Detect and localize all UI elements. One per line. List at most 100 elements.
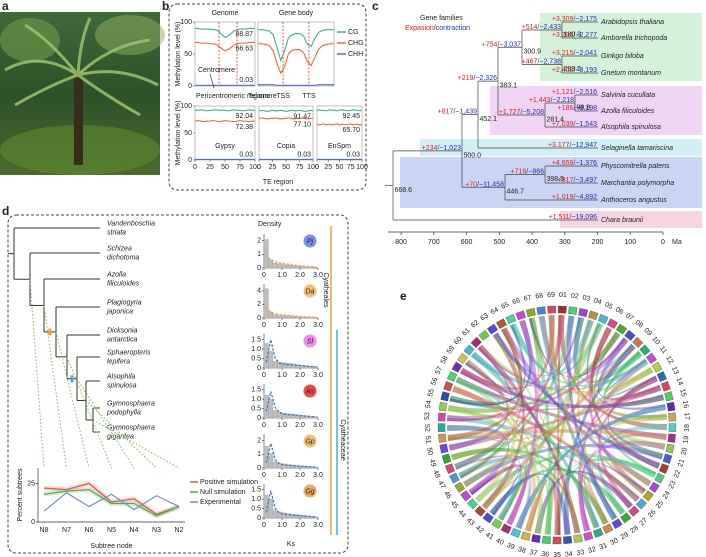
chromosome-segment — [639, 344, 651, 356]
expansion: +3,215 — [552, 50, 574, 57]
value-label: 92.04 — [235, 113, 253, 120]
chromosome-segment — [536, 306, 546, 315]
axis-label: Ma — [672, 239, 682, 246]
histogram-bar — [272, 510, 278, 519]
chromosome-segment — [611, 518, 623, 529]
value-label: 88.87 — [235, 31, 253, 38]
chromosome-label: 13 — [670, 366, 680, 376]
x-tick-label: 0 — [262, 322, 266, 329]
legend-label: Null simulation — [200, 489, 246, 496]
branch-label: +234/−1,023 — [422, 145, 461, 152]
density-fit — [265, 254, 316, 268]
synteny-ribbon — [538, 315, 618, 521]
chromosome-segment — [440, 391, 450, 402]
chromosome-segment — [491, 518, 503, 529]
chromosome-segment — [568, 306, 578, 315]
expansion: +917 — [558, 177, 574, 184]
chromosome-segment — [615, 323, 628, 335]
chromosome-label: 23 — [668, 480, 678, 490]
contraction: /−12,947 — [570, 142, 598, 149]
species-epithet: lepifera — [107, 358, 130, 365]
methylation-line — [195, 109, 255, 112]
chromosome-label: 44 — [457, 509, 468, 520]
chart-title: Gene families — [420, 15, 463, 22]
value-label: 0.03 — [239, 77, 253, 84]
species-abbr: Sl — [307, 338, 314, 345]
y-tick-label: 25 — [27, 480, 35, 487]
synteny-ribbon — [451, 414, 667, 461]
chromosome-segment — [664, 391, 674, 402]
branch-label: +514/−2,433 — [522, 24, 561, 31]
annotation: TTS — [302, 93, 316, 100]
chromosome-label: 52 — [423, 424, 430, 432]
chromosome-segment — [620, 512, 632, 524]
chromosome-segment — [668, 412, 677, 422]
panel-label: b — [162, 0, 169, 13]
x-tick-label: 25 — [269, 164, 277, 171]
x-tick-label: 3.0 — [313, 372, 323, 379]
annotation: Telomere — [248, 93, 277, 100]
chromosome-label: 19 — [683, 435, 691, 444]
chromosome-segment — [437, 412, 446, 422]
histogram-bar — [290, 265, 296, 269]
chromosome-segment — [467, 498, 479, 510]
chromosome-segment — [547, 305, 556, 314]
expansion: +70 — [465, 181, 477, 188]
annotation: Centromere — [198, 67, 235, 74]
histogram-bar — [313, 317, 319, 319]
density-fit — [265, 306, 316, 318]
x-tick-label: 0 — [257, 164, 261, 171]
chromosome-label: 03 — [582, 294, 591, 303]
x-tick-label: 300 — [559, 239, 571, 246]
chromosome-label: 49 — [428, 458, 437, 468]
y-tick-label: 1 — [257, 251, 261, 258]
species-name: Ginkgo biloba — [601, 53, 644, 60]
histogram-bar — [286, 315, 292, 319]
x-tick-label: N3 — [152, 527, 161, 534]
axis-label: TE region — [263, 179, 293, 186]
y-tick-label: 1.0 — [251, 346, 261, 353]
legend-label: CHG — [348, 40, 364, 47]
y-tick-label: 0.5 — [251, 405, 261, 412]
methylation-line — [258, 117, 313, 120]
chromosome-label: 26 — [647, 509, 658, 520]
synteny-ribbon — [578, 441, 666, 532]
species-name: Azolla filiculoides — [600, 108, 655, 115]
chromosome-segment — [662, 453, 673, 464]
synteny-ribbon — [528, 315, 555, 371]
contraction: /−8,198 — [573, 105, 597, 112]
histogram-bar — [263, 343, 269, 369]
chromosome-label: 09 — [642, 327, 653, 338]
contraction: /−11,458 — [477, 181, 504, 188]
chromosome-label: 08 — [634, 319, 645, 329]
y-tick-label: 2 — [257, 301, 261, 308]
chromosome-segment — [510, 527, 521, 538]
branch-label: +1,727/−5,208 — [499, 109, 544, 116]
x-tick-label: 3.0 — [313, 272, 323, 279]
species-name: Anthoceros angustus — [600, 197, 667, 204]
chromosome-label: 39 — [506, 542, 516, 551]
chromosome-label: 65 — [500, 301, 510, 311]
branch-label: +3,309/−2,175 — [552, 16, 597, 23]
chromosome-label: 60 — [453, 336, 463, 347]
node-link — [76, 378, 135, 469]
histogram-bar — [277, 315, 283, 319]
axis-label: Subtree node — [90, 543, 132, 550]
species-genus: Gymnosphaera — [107, 400, 155, 407]
chromosome-segment — [558, 305, 567, 314]
clade-label: Cyatheaceae — [339, 419, 346, 460]
x-tick-label: 75 — [347, 164, 355, 171]
chromosome-label: 16 — [681, 400, 689, 409]
species-badge — [303, 384, 317, 398]
contraction: /−2,516 — [573, 89, 597, 96]
species-abbr: Pj — [307, 238, 314, 245]
chromosome-segment — [482, 512, 494, 524]
branch-label: +716/−866 — [511, 168, 545, 175]
chromosome-segment — [597, 314, 609, 325]
node-age: 293.5 — [564, 66, 582, 73]
legend-label: CG — [348, 29, 359, 36]
node-age: 446.7 — [507, 189, 525, 196]
chromosome-label: 67 — [523, 294, 532, 303]
contraction: /−19,096 — [570, 214, 598, 221]
chromosome-label: 43 — [465, 517, 476, 527]
